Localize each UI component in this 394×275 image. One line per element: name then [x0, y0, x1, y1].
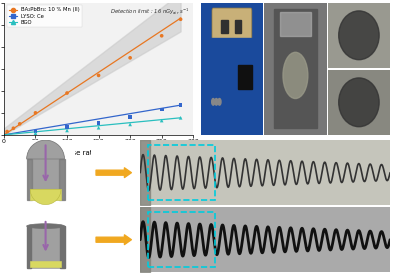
Bar: [27, 226, 32, 268]
Point: [158, 107, 165, 112]
Ellipse shape: [283, 52, 308, 98]
Point: [177, 17, 184, 21]
Circle shape: [218, 98, 221, 105]
Ellipse shape: [339, 78, 379, 127]
Bar: [221, 20, 228, 33]
Point: [17, 122, 23, 126]
Bar: [235, 20, 241, 33]
Point: [177, 116, 184, 120]
Point: [158, 34, 165, 38]
Point: [64, 128, 70, 133]
Point: [10, 126, 17, 130]
Bar: [30, 260, 61, 267]
Point: [177, 103, 184, 107]
FancyArrowPatch shape: [96, 235, 131, 244]
Point: [95, 125, 102, 130]
Bar: [273, 9, 317, 128]
Point: [32, 111, 39, 115]
Point: [64, 125, 70, 129]
Legend: BA₂PbBr₄: 10 % Mn (II), LYSO: Ce, BGO: BA₂PbBr₄: 10 % Mn (II), LYSO: Ce, BGO: [7, 6, 82, 27]
Bar: [280, 12, 311, 36]
Bar: [27, 159, 32, 200]
FancyArrowPatch shape: [96, 168, 131, 178]
Bar: [27, 226, 65, 268]
Bar: [30, 189, 61, 200]
Bar: [148, 212, 215, 267]
Wedge shape: [27, 140, 65, 159]
Point: [32, 129, 39, 134]
Point: [95, 120, 102, 125]
Wedge shape: [30, 189, 61, 205]
Point: [4, 129, 10, 134]
Bar: [238, 65, 252, 89]
Point: [127, 122, 133, 127]
Ellipse shape: [339, 11, 379, 60]
Text: Detection limit : 16 nGy$_{air}$ s$^{-1}$: Detection limit : 16 nGy$_{air}$ s$^{-1}…: [110, 7, 190, 17]
Point: [127, 115, 133, 119]
Point: [32, 131, 39, 135]
Bar: [207, 39, 258, 128]
Bar: [59, 159, 65, 200]
Circle shape: [212, 98, 215, 105]
Circle shape: [215, 98, 218, 105]
Bar: [60, 226, 65, 268]
Point: [64, 91, 70, 95]
Bar: [27, 159, 65, 200]
Ellipse shape: [27, 224, 65, 229]
Bar: [148, 145, 215, 200]
FancyBboxPatch shape: [212, 8, 252, 42]
Point: [95, 73, 102, 78]
Point: [127, 56, 133, 60]
Point: [158, 118, 165, 123]
X-axis label: Dose rate (μGyair/s): Dose rate (μGyair/s): [63, 150, 134, 156]
